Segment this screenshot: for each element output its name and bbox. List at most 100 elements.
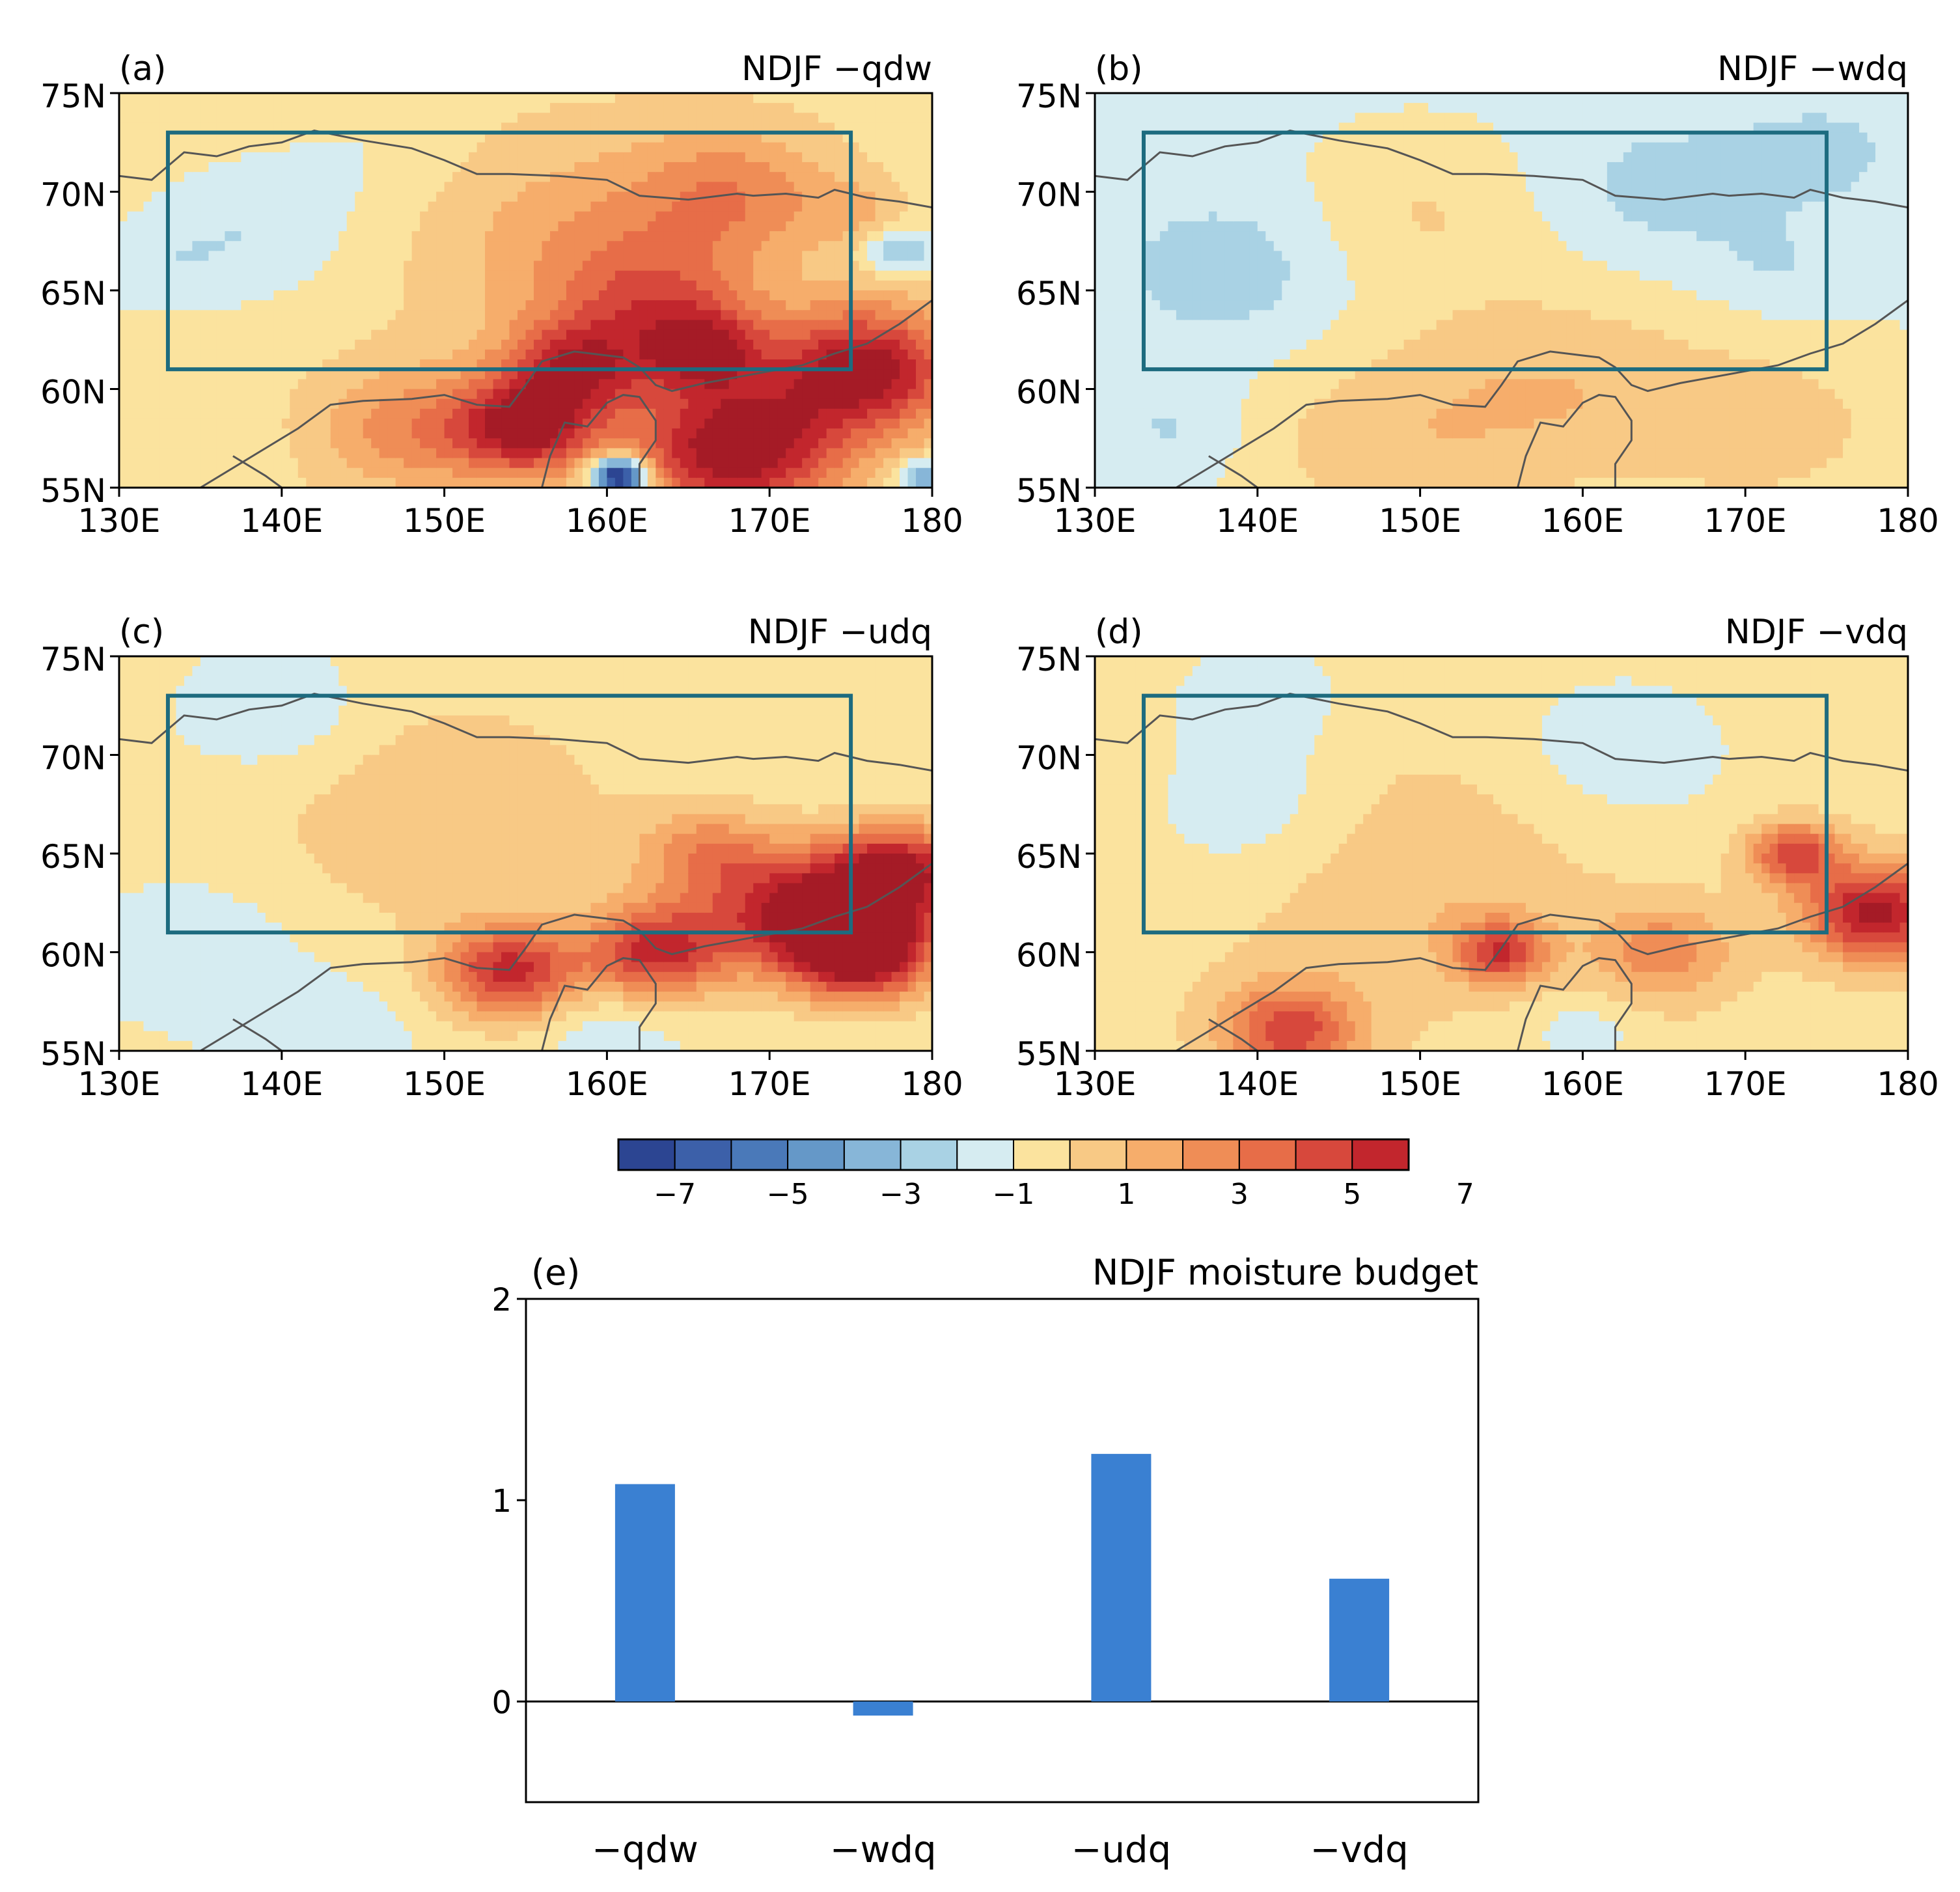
field-cell xyxy=(469,340,477,350)
field-cell xyxy=(713,438,721,449)
field-cell xyxy=(387,310,396,320)
field-cell xyxy=(396,281,404,291)
field-cell xyxy=(697,162,705,173)
field-cell xyxy=(322,448,331,458)
field-cell xyxy=(818,379,827,389)
field-cell xyxy=(1160,290,1168,301)
field-cell xyxy=(916,251,924,261)
field-cell xyxy=(778,103,786,113)
field-cell xyxy=(518,162,526,173)
field-cell xyxy=(1233,300,1241,311)
field-cell xyxy=(233,428,242,439)
field-cell xyxy=(461,143,469,153)
field-cell xyxy=(184,172,193,182)
field-cell xyxy=(1258,350,1266,360)
field-cell xyxy=(916,369,924,380)
field-cell xyxy=(501,310,510,320)
field-cell xyxy=(721,261,729,271)
field-cell xyxy=(1241,409,1250,419)
field-cell xyxy=(526,162,534,173)
field-cell xyxy=(1241,350,1250,360)
field-cell xyxy=(908,419,917,429)
field-cell xyxy=(176,399,184,410)
field-cell xyxy=(656,310,664,320)
field-cell xyxy=(477,202,486,212)
field-cell xyxy=(745,241,754,251)
field-cell xyxy=(672,468,680,479)
field-cell xyxy=(306,290,314,301)
field-cell xyxy=(1258,113,1266,123)
field-cell xyxy=(485,350,493,360)
field-cell xyxy=(152,330,160,341)
field-cell xyxy=(664,468,672,479)
field-cell xyxy=(273,192,282,202)
field-cell xyxy=(1111,389,1120,400)
field-cell xyxy=(672,271,680,281)
field-cell xyxy=(1290,113,1299,123)
field-cell xyxy=(1217,330,1225,341)
field-cell xyxy=(769,162,778,173)
field-cell xyxy=(583,182,591,192)
field-cell xyxy=(883,202,892,212)
field-cell xyxy=(363,468,372,479)
field-cell xyxy=(1258,162,1266,173)
field-cell xyxy=(225,438,233,449)
field-cell xyxy=(314,428,323,439)
field-cell xyxy=(266,379,274,389)
field-cell xyxy=(721,162,729,173)
field-cell xyxy=(534,448,542,458)
field-cell xyxy=(916,143,924,153)
field-cell xyxy=(574,221,583,232)
field-cell xyxy=(835,113,843,123)
field-cell xyxy=(1233,419,1241,429)
field-cell xyxy=(1111,271,1120,281)
field-cell xyxy=(656,182,664,192)
field-cell xyxy=(266,202,274,212)
field-cell xyxy=(1274,251,1282,261)
field-cell xyxy=(1095,212,1103,222)
field-cell xyxy=(1217,192,1225,202)
field-cell xyxy=(1168,143,1176,153)
field-cell xyxy=(1119,448,1127,458)
field-cell xyxy=(412,350,421,360)
field-cell xyxy=(778,310,786,320)
field-cell xyxy=(721,212,729,222)
field-cell xyxy=(851,428,859,439)
field-cell xyxy=(1103,162,1111,173)
field-cell xyxy=(380,113,388,123)
field-cell xyxy=(639,182,648,192)
field-cell xyxy=(639,103,648,113)
field-cell xyxy=(802,261,810,271)
field-cell xyxy=(469,409,477,419)
field-cell xyxy=(363,409,372,419)
field-cell xyxy=(1274,231,1282,242)
field-cell xyxy=(672,310,680,320)
field-cell xyxy=(908,162,917,173)
field-cell xyxy=(1193,300,1201,311)
field-cell xyxy=(347,182,355,192)
field-cell xyxy=(282,143,290,153)
field-cell xyxy=(1111,438,1120,449)
field-cell xyxy=(713,152,721,163)
field-cell xyxy=(1176,212,1185,222)
field-cell xyxy=(1095,113,1103,123)
field-cell xyxy=(452,409,461,419)
field-cell xyxy=(680,330,689,341)
field-cell xyxy=(615,478,624,488)
field-cell xyxy=(331,261,339,271)
field-cell xyxy=(176,231,184,242)
field-cell xyxy=(745,468,754,479)
field-cell xyxy=(713,300,721,311)
field-cell xyxy=(208,103,217,113)
field-cell xyxy=(1265,389,1274,400)
field-cell xyxy=(371,152,380,163)
field-cell xyxy=(184,241,193,251)
field-cell xyxy=(143,212,152,222)
field-cell xyxy=(298,300,307,311)
field-cell xyxy=(119,359,128,370)
field-cell xyxy=(290,300,298,311)
field-cell xyxy=(867,261,876,271)
field-cell xyxy=(404,340,412,350)
field-cell xyxy=(908,93,917,104)
field-cell xyxy=(380,340,388,350)
